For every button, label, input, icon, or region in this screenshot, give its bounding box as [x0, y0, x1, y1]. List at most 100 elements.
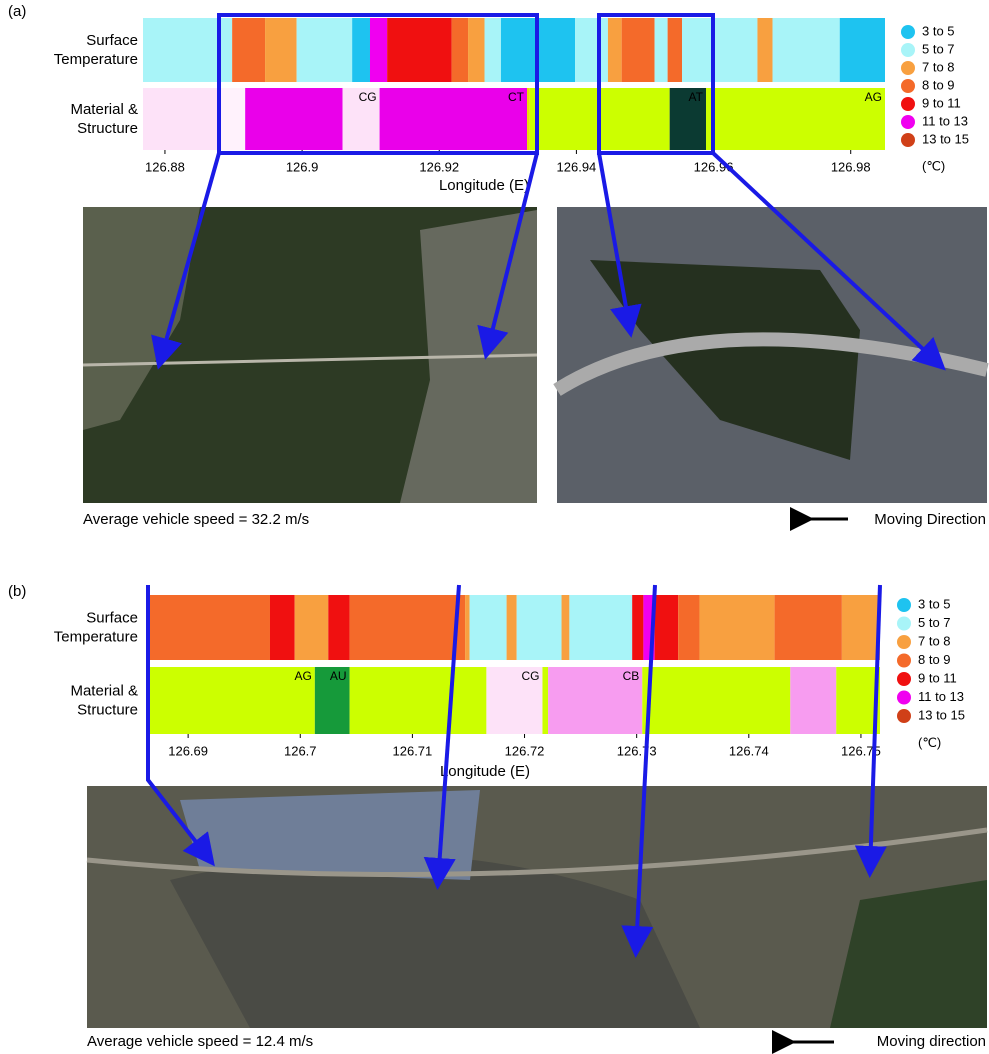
legend-label: 9 to 11: [918, 670, 957, 685]
legend-swatch: [897, 672, 911, 686]
segment-label: AU: [330, 669, 347, 683]
temperature-segment: [622, 18, 655, 82]
legend-label: 13 to 15: [922, 131, 969, 146]
legend-label: 5 to 7: [922, 41, 955, 56]
temperature-segment: [773, 18, 840, 82]
temperature-segment: [699, 595, 774, 660]
x-axis-label: Longitude (E): [440, 763, 530, 780]
material-segment: [380, 88, 527, 150]
legend-swatch: [901, 133, 915, 147]
legend-label: 11 to 13: [922, 113, 968, 128]
legend-swatch: [897, 691, 911, 705]
material-segment: [642, 667, 790, 734]
segment-label: AG: [865, 90, 882, 104]
caption: Average vehicle speed = 12.4 m/s: [87, 1033, 313, 1050]
temperature-segment: [265, 18, 297, 82]
segment-label: CB: [623, 669, 640, 683]
segment-label: AG: [294, 669, 311, 683]
x-tick-label: 126.88: [145, 159, 185, 174]
temperature-segment: [655, 595, 679, 660]
row-label: Material &Structure: [70, 101, 138, 137]
legend-swatch: [901, 115, 915, 129]
legend-label: 3 to 5: [922, 23, 955, 38]
temperature-segment: [328, 595, 349, 660]
material-segment: [143, 88, 218, 150]
temperature-segment: [655, 18, 668, 82]
x-tick-label: 126.9: [286, 159, 319, 174]
temperature-segment: [575, 18, 608, 82]
temperature-segment: [842, 595, 880, 660]
temperature-segment: [232, 18, 265, 82]
temperature-segment: [370, 18, 387, 82]
legend-swatch: [897, 654, 911, 668]
legend-label: 8 to 9: [922, 77, 955, 92]
aerial-image: [87, 786, 987, 1028]
temperature-segment: [757, 18, 772, 82]
temperature-segment: [297, 18, 353, 82]
figure: (a)SurfaceTemperatureMaterial &Structure…: [0, 0, 989, 1054]
legend-label: 3 to 5: [918, 596, 951, 611]
legend-label: 7 to 8: [918, 633, 951, 648]
direction-label: Moving Direction: [874, 511, 986, 528]
segment-label: CT: [508, 90, 525, 104]
material-segment: [790, 667, 836, 734]
material-segment: [527, 88, 530, 150]
legend-swatch: [897, 598, 911, 612]
material-segment: [350, 667, 487, 734]
aerial-image: [557, 207, 987, 503]
row-label: Material &Structure: [70, 682, 138, 718]
x-tick-label: 126.69: [168, 743, 208, 758]
segment-label: AT: [689, 90, 704, 104]
temperature-segment: [775, 595, 842, 660]
legend-label: 13 to 15: [918, 707, 965, 722]
temperature-segment: [632, 595, 643, 660]
temperature-segment: [352, 18, 370, 82]
temperature-segment: [150, 595, 270, 660]
temperature-segment: [468, 18, 484, 82]
temperature-segment: [270, 595, 295, 660]
material-segment: [150, 667, 315, 734]
x-tick-label: 126.74: [729, 743, 769, 758]
legend-label: 9 to 11: [922, 95, 961, 110]
temperature-segment: [295, 595, 329, 660]
temperature-segment: [562, 595, 570, 660]
legend-swatch: [901, 97, 915, 111]
x-tick-label: 126.73: [617, 743, 657, 758]
x-tick-label: 126.94: [557, 159, 597, 174]
temperature-segment: [387, 18, 451, 82]
segment-label: CG: [359, 90, 377, 104]
temperature-segment: [350, 595, 465, 660]
temperature-segment: [569, 595, 632, 660]
temperature-segment: [608, 18, 622, 82]
x-tick-label: 126.72: [505, 743, 545, 758]
material-segment: [706, 88, 885, 150]
x-tick-label: 126.98: [831, 159, 871, 174]
temperature-segment: [485, 18, 501, 82]
x-tick-label: 126.7: [284, 743, 317, 758]
segment-label: CG: [521, 669, 539, 683]
temperature-segment: [840, 18, 885, 82]
legend-swatch: [901, 25, 915, 39]
temperature-segment: [507, 595, 517, 660]
x-axis-label: Longitude (E): [439, 177, 529, 194]
legend-label: 7 to 8: [922, 59, 955, 74]
legend-swatch: [897, 709, 911, 723]
legend-label: 11 to 13: [918, 689, 964, 704]
x-tick-label: 126.92: [419, 159, 459, 174]
temperature-segment: [452, 18, 468, 82]
temperature-segment: [465, 595, 469, 660]
material-segment: [542, 667, 548, 734]
direction-label: Moving direction: [877, 1033, 986, 1050]
legend-swatch: [901, 79, 915, 93]
temperature-segment: [678, 595, 699, 660]
legend-label: 8 to 9: [918, 652, 951, 667]
material-segment: [245, 88, 342, 150]
legend-swatch: [897, 635, 911, 649]
caption: Average vehicle speed = 32.2 m/s: [83, 511, 309, 528]
legend-label: 5 to 7: [918, 615, 951, 630]
legend-unit: (℃): [918, 735, 941, 750]
